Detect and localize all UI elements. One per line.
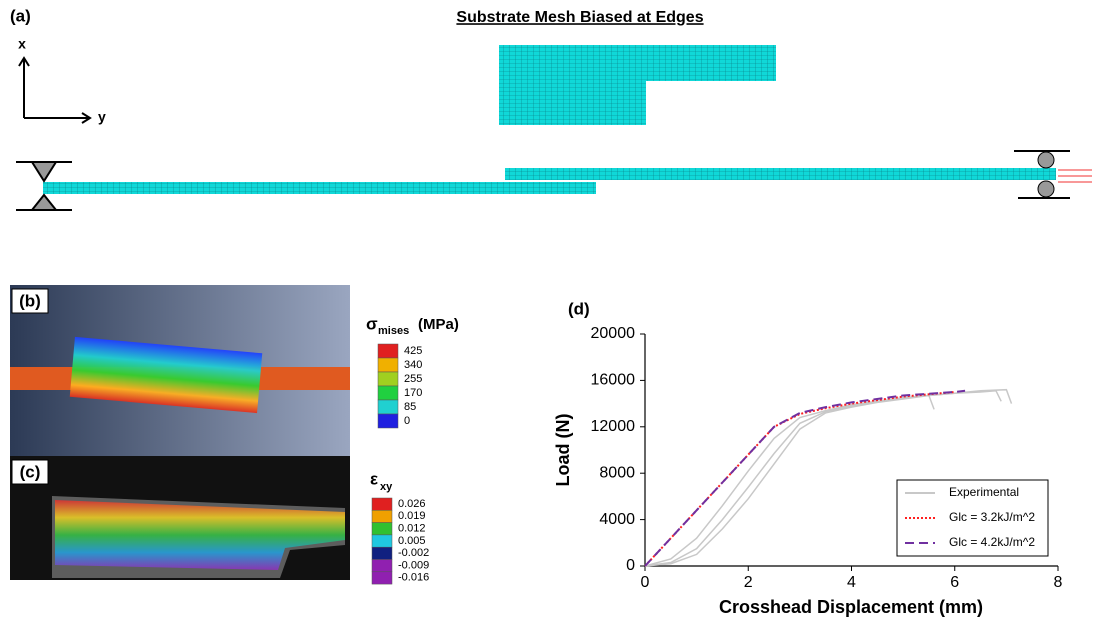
legend-subscript: mises [378, 325, 409, 337]
legend-label: 255 [404, 373, 422, 385]
legend-label: 0.005 [398, 535, 426, 547]
panel-label: (a) [10, 6, 31, 25]
panel-title: Substrate Mesh Biased at Edges [456, 9, 703, 26]
x-tick-label: 8 [1054, 574, 1063, 591]
legend-swatch [377, 413, 399, 429]
legend-label: 425 [404, 345, 422, 357]
legend-label: 0.019 [398, 510, 426, 522]
data-line [644, 390, 1002, 567]
panel-label: (d) [568, 299, 590, 318]
legend-swatch [371, 522, 393, 536]
legend-label: -0.009 [398, 559, 429, 571]
fea-beam [10, 336, 350, 414]
panel-label: (b) [19, 291, 41, 310]
legend-label: 0.026 [398, 498, 426, 510]
y-tick-label: 20000 [591, 325, 636, 342]
x-tick-label: 6 [950, 574, 959, 591]
axes-icon [18, 56, 92, 124]
legend-label: 85 [404, 401, 416, 413]
legend-swatch [377, 371, 399, 387]
x-tick-label: 2 [744, 574, 753, 591]
legend-swatch [371, 571, 393, 585]
y-tick-label: 4000 [599, 511, 635, 528]
y-tick-label: 8000 [599, 464, 635, 481]
legend-swatch [371, 534, 393, 548]
legend-swatch [377, 385, 399, 401]
y-tick-label: 16000 [591, 372, 636, 389]
legend-label: Glc = 4.2kJ/m^2 [949, 535, 1035, 549]
legend-label: 170 [404, 387, 422, 399]
legend-swatch [371, 559, 393, 573]
legend-label: Experimental [949, 485, 1019, 499]
legend-unit: (MPa) [418, 316, 459, 333]
mesh-model [16, 150, 1092, 211]
legend-label: Glc = 3.2kJ/m^2 [949, 510, 1035, 524]
x-tick-label: 0 [641, 574, 650, 591]
label-box [11, 288, 49, 314]
legend-label: -0.002 [398, 547, 429, 559]
x-axis-title: Crosshead Displacement (mm) [719, 597, 983, 617]
legend-subscript: xy [380, 481, 393, 493]
axis-x-label: x [18, 36, 26, 52]
data-line [644, 389, 966, 567]
legend-swatch [371, 510, 393, 523]
panel-label: (c) [20, 462, 41, 481]
mesh-inset [499, 45, 776, 125]
legend-swatch [377, 343, 399, 359]
legend-label: -0.016 [398, 572, 429, 584]
y-tick-label: 12000 [591, 418, 636, 435]
data-line [644, 394, 935, 567]
axis-y-label: y [98, 109, 106, 125]
y-axis-title: Load (N) [553, 414, 573, 487]
legend-symbol: σ [366, 314, 378, 333]
legend-swatch [377, 399, 399, 415]
legend-swatch [371, 497, 393, 511]
legend-swatch [377, 357, 399, 373]
legend-swatch [371, 546, 393, 560]
legend-label: 0.012 [398, 523, 426, 535]
y-tick-label: 0 [626, 557, 635, 574]
legend-label: 340 [404, 359, 422, 371]
label-box [11, 459, 49, 485]
legend-symbol: ε [370, 469, 378, 488]
legend-label: 0 [404, 415, 410, 427]
dic-field [52, 496, 345, 578]
x-tick-label: 4 [847, 574, 856, 591]
